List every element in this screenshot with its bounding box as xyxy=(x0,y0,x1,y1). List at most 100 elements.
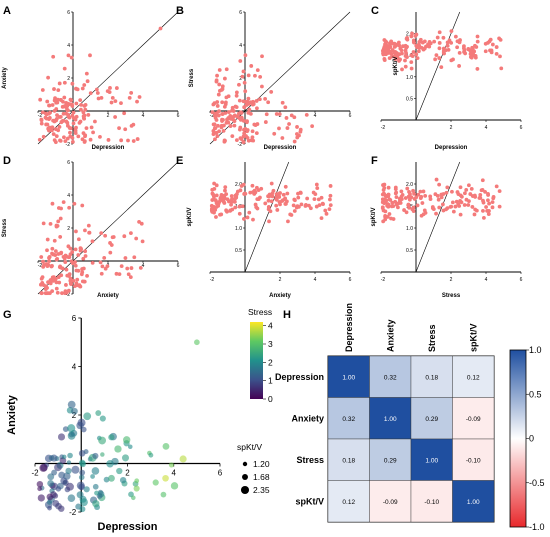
data-point xyxy=(449,29,454,34)
colorbar-title: Stress xyxy=(248,307,272,317)
data-point xyxy=(436,197,441,202)
data-point xyxy=(407,205,411,210)
data-point xyxy=(99,95,104,100)
data-point xyxy=(292,139,297,144)
data-point xyxy=(59,120,64,125)
data-point xyxy=(246,73,251,78)
heatmap-cell-value: 1.00 xyxy=(425,457,438,464)
data-point xyxy=(439,65,444,70)
data-point xyxy=(122,234,127,239)
data-point xyxy=(80,137,85,142)
heatmap-row-label: spKt/V xyxy=(295,496,324,506)
data-point xyxy=(230,200,234,204)
data-point xyxy=(287,122,291,126)
data-point xyxy=(70,81,75,86)
data-point xyxy=(46,493,54,501)
data-point xyxy=(232,123,237,128)
data-point xyxy=(278,191,282,195)
heatmap-cell xyxy=(327,397,370,440)
data-point xyxy=(48,221,53,226)
data-point xyxy=(435,35,440,40)
data-point xyxy=(451,57,455,62)
data-point xyxy=(285,126,290,130)
data-point xyxy=(393,191,398,196)
data-point xyxy=(76,491,84,499)
data-point xyxy=(212,186,217,191)
data-point xyxy=(57,433,66,441)
data-point xyxy=(295,125,299,129)
data-point xyxy=(214,193,219,198)
data-point xyxy=(490,42,495,47)
data-point xyxy=(66,53,71,58)
data-point xyxy=(399,189,404,194)
reference-line xyxy=(244,161,290,273)
data-point xyxy=(68,130,72,135)
data-point xyxy=(484,205,488,209)
data-point xyxy=(450,200,455,205)
data-point xyxy=(420,201,425,205)
data-point xyxy=(60,104,65,109)
data-point xyxy=(389,51,394,56)
data-point xyxy=(137,95,142,99)
data-point xyxy=(408,192,412,196)
data-point xyxy=(406,202,411,207)
size-legend-label: 1.20 xyxy=(253,459,270,469)
data-point xyxy=(232,114,237,119)
data-point xyxy=(230,105,235,110)
data-point xyxy=(66,460,72,465)
size-legend-title: spKt/V xyxy=(237,442,262,452)
data-point xyxy=(469,186,474,191)
heatmap-cell-value: 0.32 xyxy=(384,374,397,381)
data-point xyxy=(48,291,52,296)
data-point xyxy=(233,205,238,210)
data-point xyxy=(81,256,86,261)
data-point xyxy=(409,60,414,65)
y-tick-label: 6 xyxy=(239,10,242,16)
data-point xyxy=(119,138,124,143)
x-tick-label: -2 xyxy=(210,277,215,283)
panel-label: E xyxy=(176,155,183,167)
data-point xyxy=(62,135,66,140)
data-point xyxy=(419,45,424,50)
data-point xyxy=(47,473,55,481)
data-point xyxy=(389,216,393,221)
data-point xyxy=(55,223,60,228)
heatmap-colorbar xyxy=(509,349,527,528)
data-point xyxy=(129,123,134,128)
data-point xyxy=(39,291,44,296)
data-point xyxy=(53,127,58,132)
data-point xyxy=(79,102,84,107)
data-point xyxy=(491,196,496,201)
data-point xyxy=(170,482,179,490)
data-point xyxy=(129,90,134,95)
data-point xyxy=(74,101,79,106)
data-point xyxy=(39,276,44,281)
data-point xyxy=(269,199,274,204)
data-point xyxy=(412,191,416,196)
data-point xyxy=(254,205,259,210)
data-point xyxy=(75,277,80,282)
heatmap-cell-value: 0.12 xyxy=(342,499,355,506)
x-axis-title: Anxiety xyxy=(97,293,119,299)
data-point xyxy=(257,97,262,102)
data-point xyxy=(321,202,325,206)
data-point xyxy=(77,120,82,125)
data-point xyxy=(87,230,92,235)
data-point xyxy=(64,102,69,107)
data-point xyxy=(475,39,480,44)
data-point xyxy=(404,45,409,50)
data-point xyxy=(382,192,387,197)
data-point xyxy=(258,74,263,79)
data-point xyxy=(44,116,49,121)
data-point xyxy=(216,203,221,208)
data-point xyxy=(463,191,467,196)
heatmap-cell xyxy=(369,397,412,440)
data-point xyxy=(243,99,248,104)
data-point xyxy=(259,186,264,191)
data-point xyxy=(384,52,388,57)
data-point xyxy=(64,283,68,287)
x-tick-label: 4 xyxy=(142,113,145,119)
data-point xyxy=(280,100,285,105)
data-point xyxy=(47,103,51,108)
data-point xyxy=(64,111,69,116)
